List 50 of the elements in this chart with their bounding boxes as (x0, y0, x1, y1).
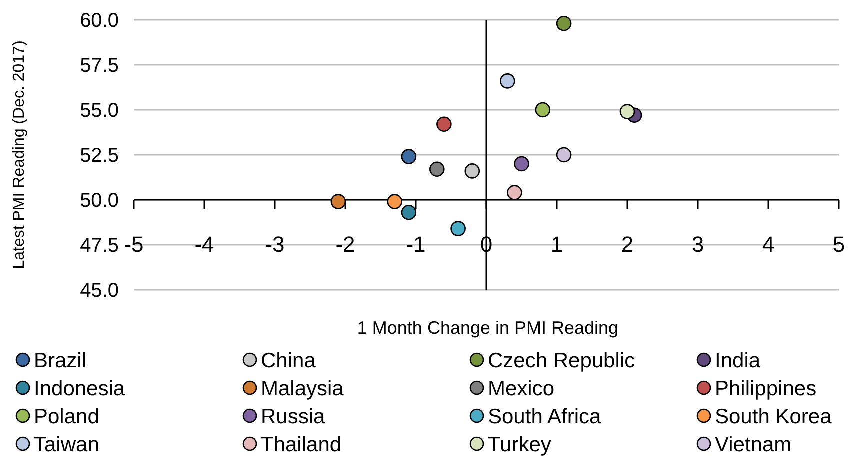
x-tick-label: 5 (832, 232, 846, 257)
x-tick-label: -2 (336, 232, 356, 257)
point (330, 194, 346, 210)
point (620, 104, 636, 120)
point (430, 162, 445, 178)
point (387, 194, 402, 210)
legend-label: Thailand (261, 433, 342, 456)
point (507, 185, 522, 200)
y-tick-label: 60.0 (80, 10, 119, 32)
y-tick-label: 47.5 (80, 235, 119, 257)
legend-label: China (261, 349, 316, 372)
y-tick-label: 52.5 (80, 145, 119, 167)
point (514, 156, 530, 172)
x-tick-label: 1 (550, 232, 564, 257)
x-tick-label: 2 (621, 232, 634, 257)
point (401, 149, 417, 164)
legend-label: India (715, 349, 761, 372)
legend-label: South Korea (715, 405, 832, 428)
x-tick-label: -3 (265, 232, 285, 257)
point (401, 204, 417, 220)
x-tick-label: 4 (762, 232, 775, 257)
y-tick-label: 50.0 (80, 190, 119, 212)
legend-label: Indonesia (34, 377, 126, 400)
legend-label: Czech Republic (488, 349, 636, 372)
y-tick-label: 57.5 (80, 55, 119, 77)
point (450, 221, 466, 236)
legend-label: Poland (34, 405, 100, 428)
point (535, 102, 551, 118)
x-axis-title: 1 Month Change in PMI Reading (357, 318, 619, 338)
legend-label: Brazil (34, 349, 87, 372)
legend-label: South Africa (488, 405, 602, 428)
legend-label: Malaysia (261, 377, 344, 400)
point (500, 74, 516, 89)
legend-label: Russia (261, 405, 326, 428)
point (436, 116, 452, 132)
point (556, 16, 572, 32)
legend-label: Vietnam (715, 433, 792, 456)
legend-label: Turkey (488, 433, 552, 456)
x-tick-label: -4 (194, 232, 214, 257)
legend-label: Philippines (715, 377, 817, 400)
x-tick-label: -1 (406, 232, 426, 257)
point (464, 164, 480, 179)
legend-label: Mexico (488, 377, 555, 400)
y-tick-label: 45.0 (80, 280, 119, 302)
y-axis-title: Latest PMI Reading (Dec. 2017) (11, 40, 28, 270)
x-tick-label: -5 (124, 232, 144, 257)
x-tick-label: 3 (692, 232, 704, 257)
y-tick-label: 55.0 (80, 100, 119, 122)
legend-label: Taiwan (34, 433, 100, 456)
point (556, 147, 572, 163)
